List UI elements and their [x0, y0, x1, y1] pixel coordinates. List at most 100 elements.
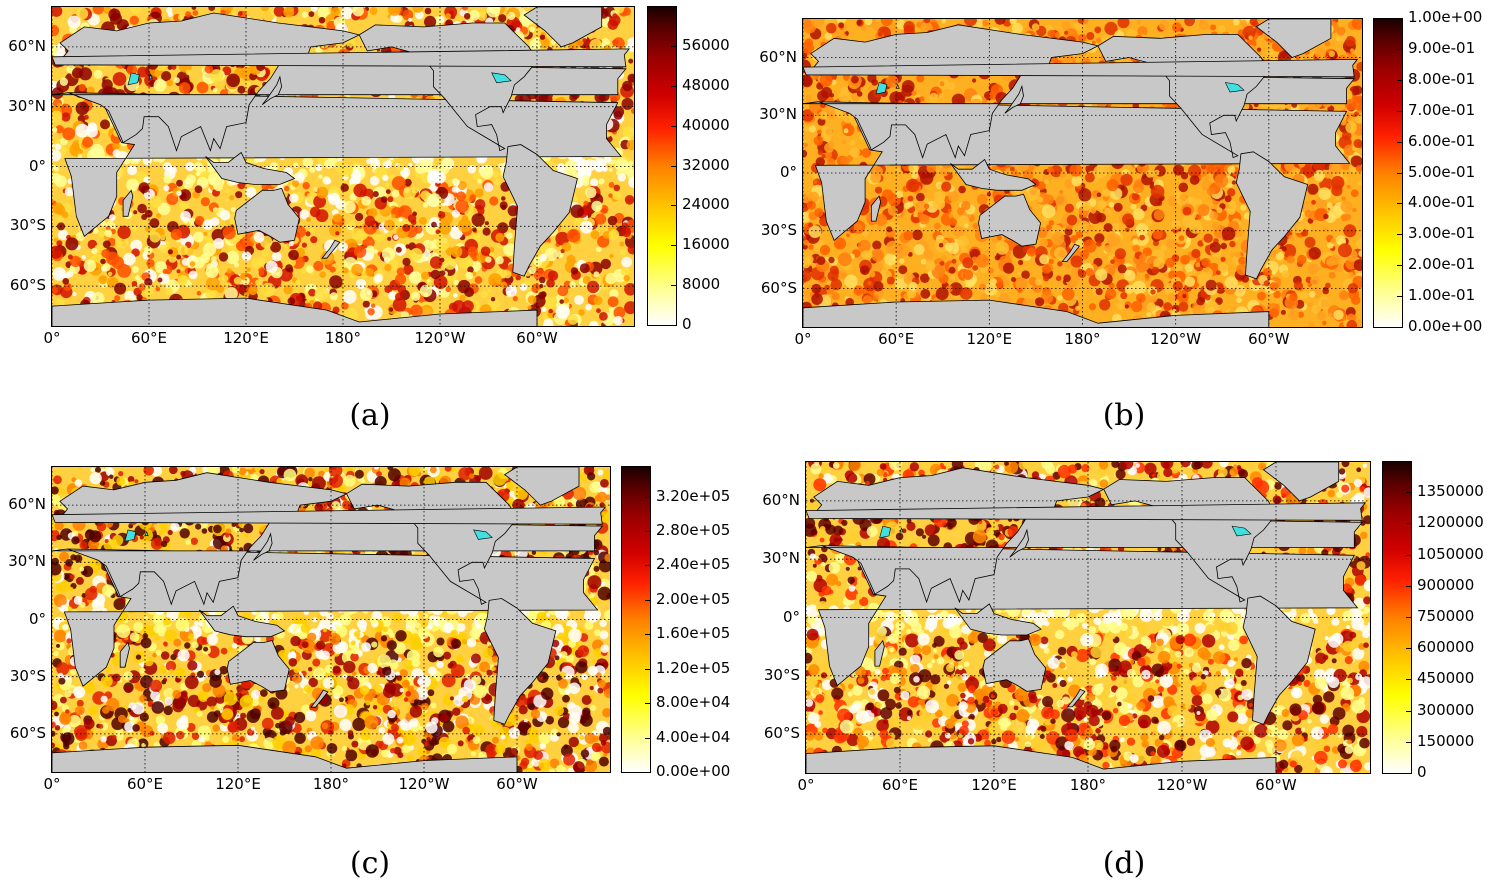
map-d-lon-label: 180°: [1069, 776, 1107, 794]
colorbar-c-tickmark: [645, 496, 651, 498]
colorbar-c-tickmark: [645, 668, 651, 670]
colorbar-b-tick-label: 1.00e+00: [1408, 8, 1483, 26]
colorbar-b-tick-label: 8.00e-01: [1408, 69, 1476, 88]
map-b-lon-label: 60°E: [878, 330, 915, 348]
colorbar-d-tick-label: 450000: [1417, 669, 1475, 688]
map-d-lat-label: 30°N: [762, 549, 800, 568]
map-b-lon-label: 180°: [1064, 330, 1101, 348]
colorbar-c-tickmark: [645, 599, 651, 601]
map-c-lon-label: 120°W: [398, 775, 450, 793]
map-b-lon-label: 120°E: [966, 330, 1013, 348]
map-a-lon-label: 120°W: [414, 329, 466, 347]
colorbar-d-tick-label: 1050000: [1417, 544, 1484, 563]
colorbar-d-tickmark: [1406, 554, 1412, 556]
colorbar-a-tickmark: [671, 205, 677, 207]
colorbar-a-tickmark: [671, 245, 677, 247]
map-b-lat-label: 30°N: [759, 105, 797, 124]
map-d-land: [806, 462, 1367, 773]
map-a-lat-label: 30°N: [8, 96, 46, 115]
colorbar-b-tickmark: [1397, 234, 1403, 236]
colorbar-a-tick-label: 8000: [682, 275, 721, 294]
map-a-grid: [52, 7, 634, 326]
colorbar-b-tick-label: 3.00e-01: [1408, 224, 1476, 243]
map-d-lon-label: 60°W: [1255, 776, 1297, 794]
colorbar-a-tick-label: 48000: [682, 75, 730, 94]
map-d-lat-label: 0°: [782, 607, 800, 626]
colorbar-b-tick-label: 1.00e-01: [1408, 286, 1476, 305]
colorbar-b-tick-label: 0.00e+00: [1408, 317, 1483, 335]
colorbar-b-tickmark: [1397, 48, 1403, 50]
map-d-lon-label: 0°: [797, 776, 815, 794]
map-b-lon-label: 120°W: [1150, 330, 1202, 348]
map-c-lon-label: 60°E: [126, 775, 164, 793]
map-c-lon-label: 180°: [312, 775, 350, 793]
colorbar-c-tick-label: 2.80e+05: [656, 521, 731, 540]
map-d-lon-label: 120°W: [1156, 776, 1208, 794]
map-c-lon-label: 60°W: [496, 775, 538, 793]
map-a: [51, 6, 635, 327]
colorbar-c-tickmark: [645, 565, 651, 567]
colorbar-c-tickmark: [645, 634, 651, 636]
map-c-lat-label: 30°S: [9, 666, 46, 685]
colorbar-d-tickmark: [1406, 523, 1412, 525]
colorbar-b-tick-label: 7.00e-01: [1408, 100, 1476, 119]
colorbar-c-tick-label: 8.00e+04: [656, 693, 731, 712]
colorbar-b-tick-label: 2.00e-01: [1408, 255, 1476, 274]
colorbar-c-tick-label: 0.00e+00: [656, 762, 731, 780]
map-a-lon-label: 60°E: [130, 329, 168, 347]
colorbar-a-tick-label: 0: [682, 315, 692, 333]
colorbar-d-tick-label: 600000: [1417, 638, 1475, 657]
colorbar-b-tickmark: [1397, 79, 1403, 81]
colorbar-b-tickmark: [1397, 110, 1403, 112]
map-d-lat-label: 60°N: [762, 490, 800, 509]
panel-label-a: (a): [349, 398, 391, 433]
map-d-lon-label: 120°E: [971, 776, 1017, 794]
colorbar-a-tick-label: 40000: [682, 115, 730, 134]
colorbar-b-tickmark: [1397, 327, 1403, 328]
colorbar-c-tick-label: 1.20e+05: [656, 658, 731, 677]
colorbar-c-tickmark: [645, 531, 651, 533]
colorbar-c-tick-label: 2.00e+05: [656, 589, 731, 608]
map-a-lon-label: 120°E: [223, 329, 269, 347]
map-c-lat-label: 60°S: [9, 723, 46, 742]
colorbar-d-tickmark: [1406, 710, 1412, 712]
colorbar-d-tick-label: 750000: [1417, 607, 1475, 625]
map-a-lat-label: 30°S: [9, 216, 46, 235]
map-d-lon-label: 60°E: [881, 776, 919, 794]
colorbar-d-tickmark: [1406, 492, 1412, 494]
colorbar-c-tickmark: [645, 703, 651, 705]
map-d: [805, 461, 1371, 774]
colorbar-b-tickmark: [1397, 296, 1403, 298]
colorbar-c: [621, 466, 651, 773]
map-b-grid: [803, 19, 1362, 327]
map-b-lat-label: 60°S: [760, 278, 797, 297]
map-b: [802, 18, 1363, 328]
colorbar-b-tickmark: [1397, 265, 1403, 267]
colorbar-a-tickmark: [671, 285, 677, 287]
colorbar-b-tickmark: [1397, 141, 1403, 143]
colorbar-d-tickmark: [1406, 741, 1412, 743]
colorbar-d-tickmark: [1406, 585, 1412, 587]
map-c-svg: [52, 467, 610, 772]
colorbar-d-tickmark: [1406, 648, 1412, 650]
colorbar-c-tickmark: [645, 772, 651, 773]
colorbar-b-tick-label: 4.00e-01: [1408, 193, 1476, 212]
colorbar-b-tickmark: [1397, 203, 1403, 205]
colorbar-d-tickmark: [1406, 679, 1412, 681]
panel-label-c: (c): [349, 846, 391, 881]
colorbar-d-tickmark: [1406, 617, 1412, 618]
colorbar-b-tickmark: [1397, 172, 1403, 174]
map-b-lon-label: 60°W: [1248, 330, 1290, 348]
colorbar-d-tick-label: 300000: [1417, 700, 1475, 719]
map-c-lon-label: 120°E: [215, 775, 261, 793]
map-b-lat-label: 0°: [779, 163, 797, 181]
map-a-lat-label: 60°N: [8, 36, 46, 55]
map-b-lat-label: 30°S: [760, 220, 797, 239]
colorbar-d-tick-label: 0: [1417, 763, 1427, 781]
colorbar-b-tick-label: 5.00e-01: [1408, 162, 1476, 181]
panel-label-b: (b): [1102, 398, 1146, 433]
map-c: [51, 466, 611, 773]
map-a-lon-label: 0°: [43, 329, 61, 347]
map-c-lat-label: 60°N: [8, 495, 46, 514]
map-c-grid: [52, 467, 610, 772]
